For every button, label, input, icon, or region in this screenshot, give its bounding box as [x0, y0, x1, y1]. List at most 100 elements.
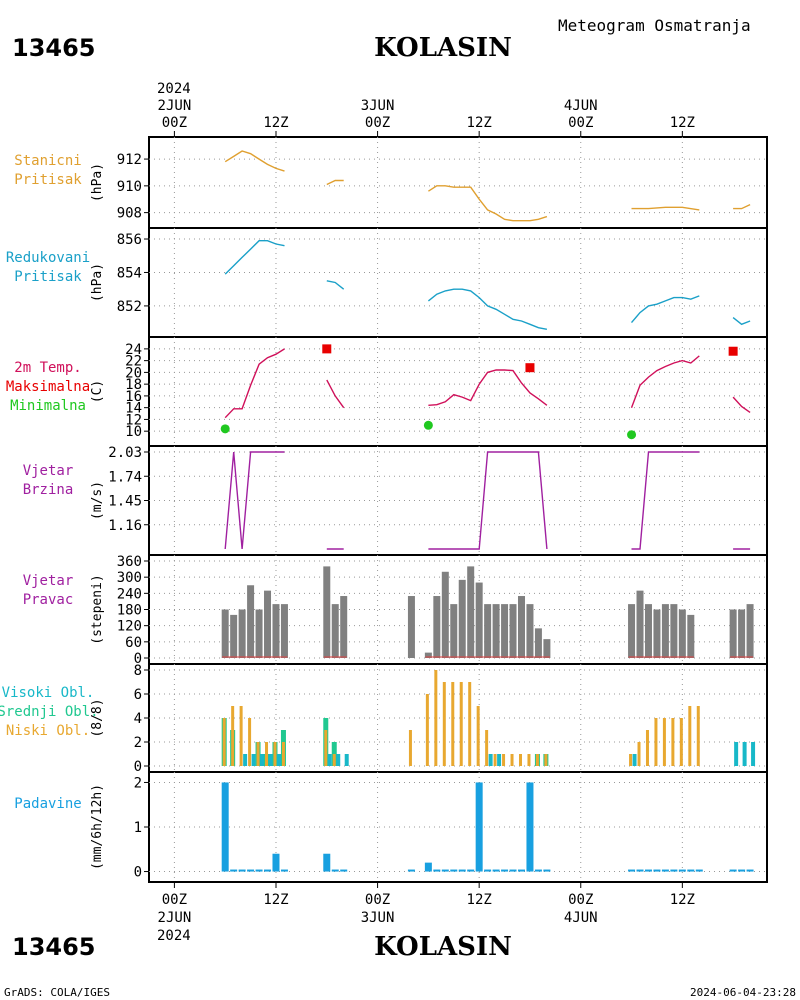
y-axis-label: (hPa): [90, 163, 105, 202]
cloud-bar: [231, 706, 235, 766]
y-tick-label: 60: [125, 635, 142, 651]
y-tick-label: 908: [117, 206, 142, 222]
wind-dir-bar: [509, 604, 517, 658]
time-tick-label-bottom: 12Z: [263, 892, 288, 908]
cloud-bar: [493, 754, 497, 766]
cloud-bar: [327, 754, 332, 766]
cloud-bar: [256, 742, 260, 766]
wind-dir-bar: [433, 596, 441, 658]
y-tick-label: 10: [125, 424, 142, 440]
cloud-bar: [425, 694, 429, 766]
precip-bar: [543, 869, 551, 872]
time-tick-label-top: 00Z: [568, 115, 593, 131]
panel-frame: [148, 336, 768, 447]
panels: 908 910 912 (hPa) Stanicni Pritisak 852 854 856 (…: [0, 136, 768, 883]
panel-3: 1.16 1.45 1.74 2.03 (m/s) Vjetar Brzina: [23, 445, 768, 556]
footer-credit: GrADS: COLA/IGES: [4, 986, 110, 999]
wind-dir-bar: [687, 614, 695, 658]
y-tick-label: 856: [117, 232, 142, 248]
cloud-bar: [696, 706, 700, 766]
cloud-bar: [476, 706, 480, 766]
cloud-bar: [544, 754, 548, 766]
wind-dir-bar: [484, 604, 492, 658]
precip-bar: [509, 869, 517, 872]
precip-bar: [492, 869, 500, 872]
cloud-bar: [734, 742, 739, 766]
wind-dir-bar: [475, 582, 483, 658]
y-tick-label: 852: [117, 299, 142, 315]
precip-bar: [280, 869, 288, 872]
cloud-bar: [751, 742, 756, 766]
wind-dir-bar: [534, 628, 542, 658]
wind-dir-bar: [467, 566, 475, 658]
time-tick-label-top: 12Z: [670, 115, 695, 131]
precip-bar: [644, 869, 652, 872]
y-tick-label: 1.16: [108, 518, 142, 534]
series-line: [326, 280, 345, 290]
wind-dir-bar: [501, 604, 509, 658]
precip-bar: [331, 869, 339, 872]
wind-dir-bar: [323, 566, 331, 658]
y-tick-label: 22: [125, 354, 142, 370]
cloud-bar: [629, 754, 633, 766]
wind-dir-bar: [644, 604, 652, 658]
y-tick-label: 0: [134, 651, 142, 667]
precip-bar: [501, 869, 509, 872]
wind-dir-bar: [450, 604, 458, 658]
series-line: [224, 239, 285, 275]
precip-bar: [636, 869, 644, 872]
precip-bar: [340, 869, 348, 872]
cloud-bar: [468, 682, 472, 766]
wind-dir-bar: [238, 609, 246, 658]
station-id-bottom: 13465: [12, 933, 96, 961]
wind-dir-bar: [729, 609, 737, 658]
y-tick-label: 24: [125, 342, 142, 358]
time-tick-label-bottom: 00Z: [365, 892, 390, 908]
panel-label: Padavine: [14, 796, 81, 812]
cloud-bar: [459, 682, 463, 766]
cloud-bar: [632, 754, 637, 766]
precip-bar: [628, 869, 636, 872]
cloud-bar: [527, 754, 531, 766]
panel-label: Vjetar: [23, 463, 74, 479]
wind-dir-bar: [670, 604, 678, 658]
precip-bar: [746, 869, 754, 872]
precip-bar: [441, 869, 449, 872]
wind-dir-bar: [441, 571, 449, 658]
wind-dir-bar: [247, 585, 255, 658]
cloud-bar: [434, 670, 438, 766]
precip-bar: [230, 869, 238, 872]
y-tick-label: 2.03: [108, 445, 142, 461]
wind-dir-bar: [492, 604, 500, 658]
time-tick-label-bottom: 00Z: [162, 892, 187, 908]
time-tick-label-bottom: 12Z: [670, 892, 695, 908]
panel-label: Niski Obl.: [6, 723, 90, 739]
panel-6: 0 1 2 (mm/6h/12h) Padavine: [14, 771, 768, 883]
time-tick-label-top: 12Z: [467, 115, 492, 131]
wind-dir-bar: [746, 604, 754, 658]
cloud-bar: [485, 730, 489, 766]
min-temp-marker: [220, 424, 230, 434]
precip-bar: [467, 869, 475, 872]
y-tick-label: 360: [117, 554, 142, 570]
cloud-bar: [243, 754, 248, 766]
panel-label: Maksimalna: [6, 379, 90, 395]
panel-label: Redukovani: [6, 250, 90, 266]
panel-label: Stanicni: [14, 153, 81, 169]
year-label-top: 2024: [157, 81, 191, 97]
panel-frame: [148, 227, 768, 338]
y-axis-label: (hPa): [90, 263, 105, 302]
time-axis-bottom: 00Z 12Z 00Z 12Z 00Z 12Z 2JUN 3JUN 4JUN: [158, 882, 695, 926]
series-line: [428, 451, 548, 550]
precip-bar: [695, 869, 703, 872]
y-axis-label: (mm/6h/12h): [90, 784, 105, 870]
year-label-bottom: 2024: [157, 928, 191, 944]
y-axis-label: (m/s): [90, 481, 105, 520]
cloud-bar: [451, 682, 455, 766]
wind-dir-bar: [407, 596, 415, 658]
precip-bar: [534, 869, 542, 872]
wind-dir-bar: [517, 596, 525, 658]
y-tick-label: 4: [134, 711, 142, 727]
